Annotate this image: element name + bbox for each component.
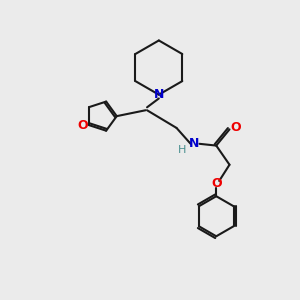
Text: O: O — [231, 122, 241, 134]
Text: N: N — [189, 137, 200, 150]
Text: H: H — [178, 145, 187, 155]
Text: N: N — [154, 88, 164, 101]
Text: O: O — [77, 118, 88, 132]
Text: O: O — [211, 177, 222, 190]
